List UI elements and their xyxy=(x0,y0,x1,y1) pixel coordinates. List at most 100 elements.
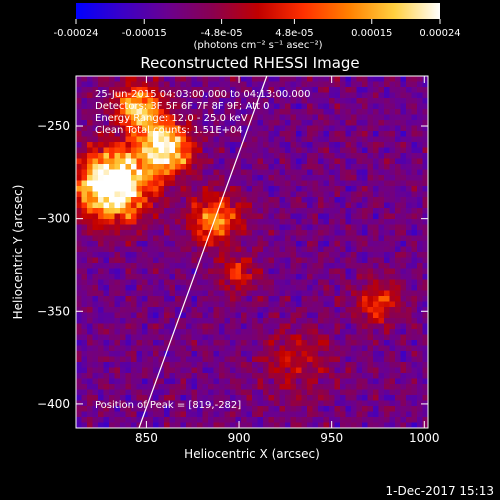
heatmap-cell xyxy=(384,230,390,236)
heatmap-cell xyxy=(103,351,110,357)
heatmap-cell xyxy=(169,158,176,165)
heatmap-cell xyxy=(384,389,390,396)
heatmap-cell xyxy=(180,241,187,247)
heatmap-cell xyxy=(378,389,385,396)
heatmap-cell xyxy=(290,378,297,385)
heatmap-cell xyxy=(103,87,110,93)
heatmap-cell xyxy=(422,257,429,264)
heatmap-cell xyxy=(202,395,209,401)
heatmap-cell xyxy=(208,362,214,368)
heatmap-cell xyxy=(389,241,396,247)
heatmap-cell xyxy=(92,98,99,104)
heatmap-cell xyxy=(169,389,176,396)
heatmap-cell xyxy=(411,213,418,220)
heatmap-cell xyxy=(274,279,280,286)
heatmap-cell xyxy=(125,186,132,192)
heatmap-cell xyxy=(301,125,308,132)
heatmap-cell xyxy=(114,417,121,423)
heatmap-cell xyxy=(389,142,396,148)
heatmap-cell xyxy=(417,114,423,121)
heatmap-cell xyxy=(356,246,363,253)
heatmap-cell xyxy=(241,367,247,374)
heatmap-cell xyxy=(191,186,198,192)
heatmap-cell xyxy=(351,114,357,121)
heatmap-cell xyxy=(147,400,154,407)
heatmap-cell xyxy=(136,351,143,357)
heatmap-cell xyxy=(241,125,247,132)
heatmap-cell xyxy=(224,186,231,192)
heatmap-cell xyxy=(268,164,275,170)
heatmap-cell xyxy=(268,235,275,242)
heatmap-cell xyxy=(202,169,209,176)
heatmap-cell xyxy=(274,191,280,198)
heatmap-cell xyxy=(263,224,269,231)
heatmap-cell xyxy=(340,120,346,126)
heatmap-cell xyxy=(340,367,346,374)
heatmap-cell xyxy=(208,186,214,192)
heatmap-cell xyxy=(142,103,148,110)
heatmap-cell xyxy=(87,279,93,286)
heatmap-cell xyxy=(395,296,401,302)
heatmap-cell xyxy=(373,417,379,423)
heatmap-cell xyxy=(340,153,346,159)
heatmap-cell xyxy=(92,290,99,297)
heatmap-cell xyxy=(180,345,187,352)
heatmap-cell xyxy=(367,241,374,247)
heatmap-cell xyxy=(290,400,297,407)
heatmap-cell xyxy=(246,263,253,269)
heatmap-cell xyxy=(169,290,176,297)
heatmap-cell xyxy=(400,224,407,231)
heatmap-cell xyxy=(367,301,374,308)
heatmap-cell xyxy=(268,274,275,280)
heatmap-cell xyxy=(197,175,203,181)
heatmap-cell xyxy=(334,367,341,374)
heatmap-cell xyxy=(219,411,225,418)
heatmap-cell xyxy=(400,98,407,104)
heatmap-cell xyxy=(384,164,390,170)
heatmap-cell xyxy=(334,411,341,418)
heatmap-cell xyxy=(98,274,104,280)
heatmap-cell xyxy=(147,422,154,429)
heatmap-cell xyxy=(340,411,346,418)
heatmap-cell xyxy=(334,164,341,170)
heatmap-cell xyxy=(257,345,264,352)
heatmap-cell xyxy=(285,252,291,258)
heatmap-cell xyxy=(263,285,269,291)
heatmap-cell xyxy=(334,246,341,253)
heatmap-cell xyxy=(395,362,401,368)
heatmap-cell xyxy=(125,153,132,159)
heatmap-cell xyxy=(378,384,385,390)
heatmap-cell xyxy=(274,323,280,330)
heatmap-cell xyxy=(164,257,170,264)
heatmap-cell xyxy=(180,257,187,264)
heatmap-cell xyxy=(279,153,286,159)
heatmap-cell xyxy=(252,263,258,269)
heatmap-cell xyxy=(263,389,269,396)
heatmap-cell xyxy=(158,164,165,170)
heatmap-cell xyxy=(208,296,214,302)
heatmap-cell xyxy=(136,301,143,308)
heatmap-cell xyxy=(219,268,225,275)
heatmap-cell xyxy=(318,384,324,390)
colorbar xyxy=(76,3,440,19)
heatmap-cell xyxy=(290,76,297,82)
heatmap-cell xyxy=(164,411,170,418)
heatmap-cell xyxy=(131,169,137,176)
heatmap-cell xyxy=(400,125,407,132)
heatmap-cell xyxy=(323,131,330,137)
heatmap-cell xyxy=(373,153,379,159)
heatmap-cell xyxy=(351,290,357,297)
heatmap-cell xyxy=(290,268,297,275)
heatmap-cell xyxy=(378,263,385,269)
heatmap-cell xyxy=(175,76,181,82)
heatmap-cell xyxy=(147,224,154,231)
heatmap-cell xyxy=(180,153,187,159)
heatmap-cell xyxy=(334,301,341,308)
heatmap-cell xyxy=(103,246,110,253)
heatmap-cell xyxy=(422,268,429,275)
heatmap-cell xyxy=(356,301,363,308)
heatmap-cell xyxy=(224,340,231,346)
heatmap-cell xyxy=(263,290,269,297)
heatmap-cell xyxy=(329,263,335,269)
heatmap-cell xyxy=(109,87,115,93)
